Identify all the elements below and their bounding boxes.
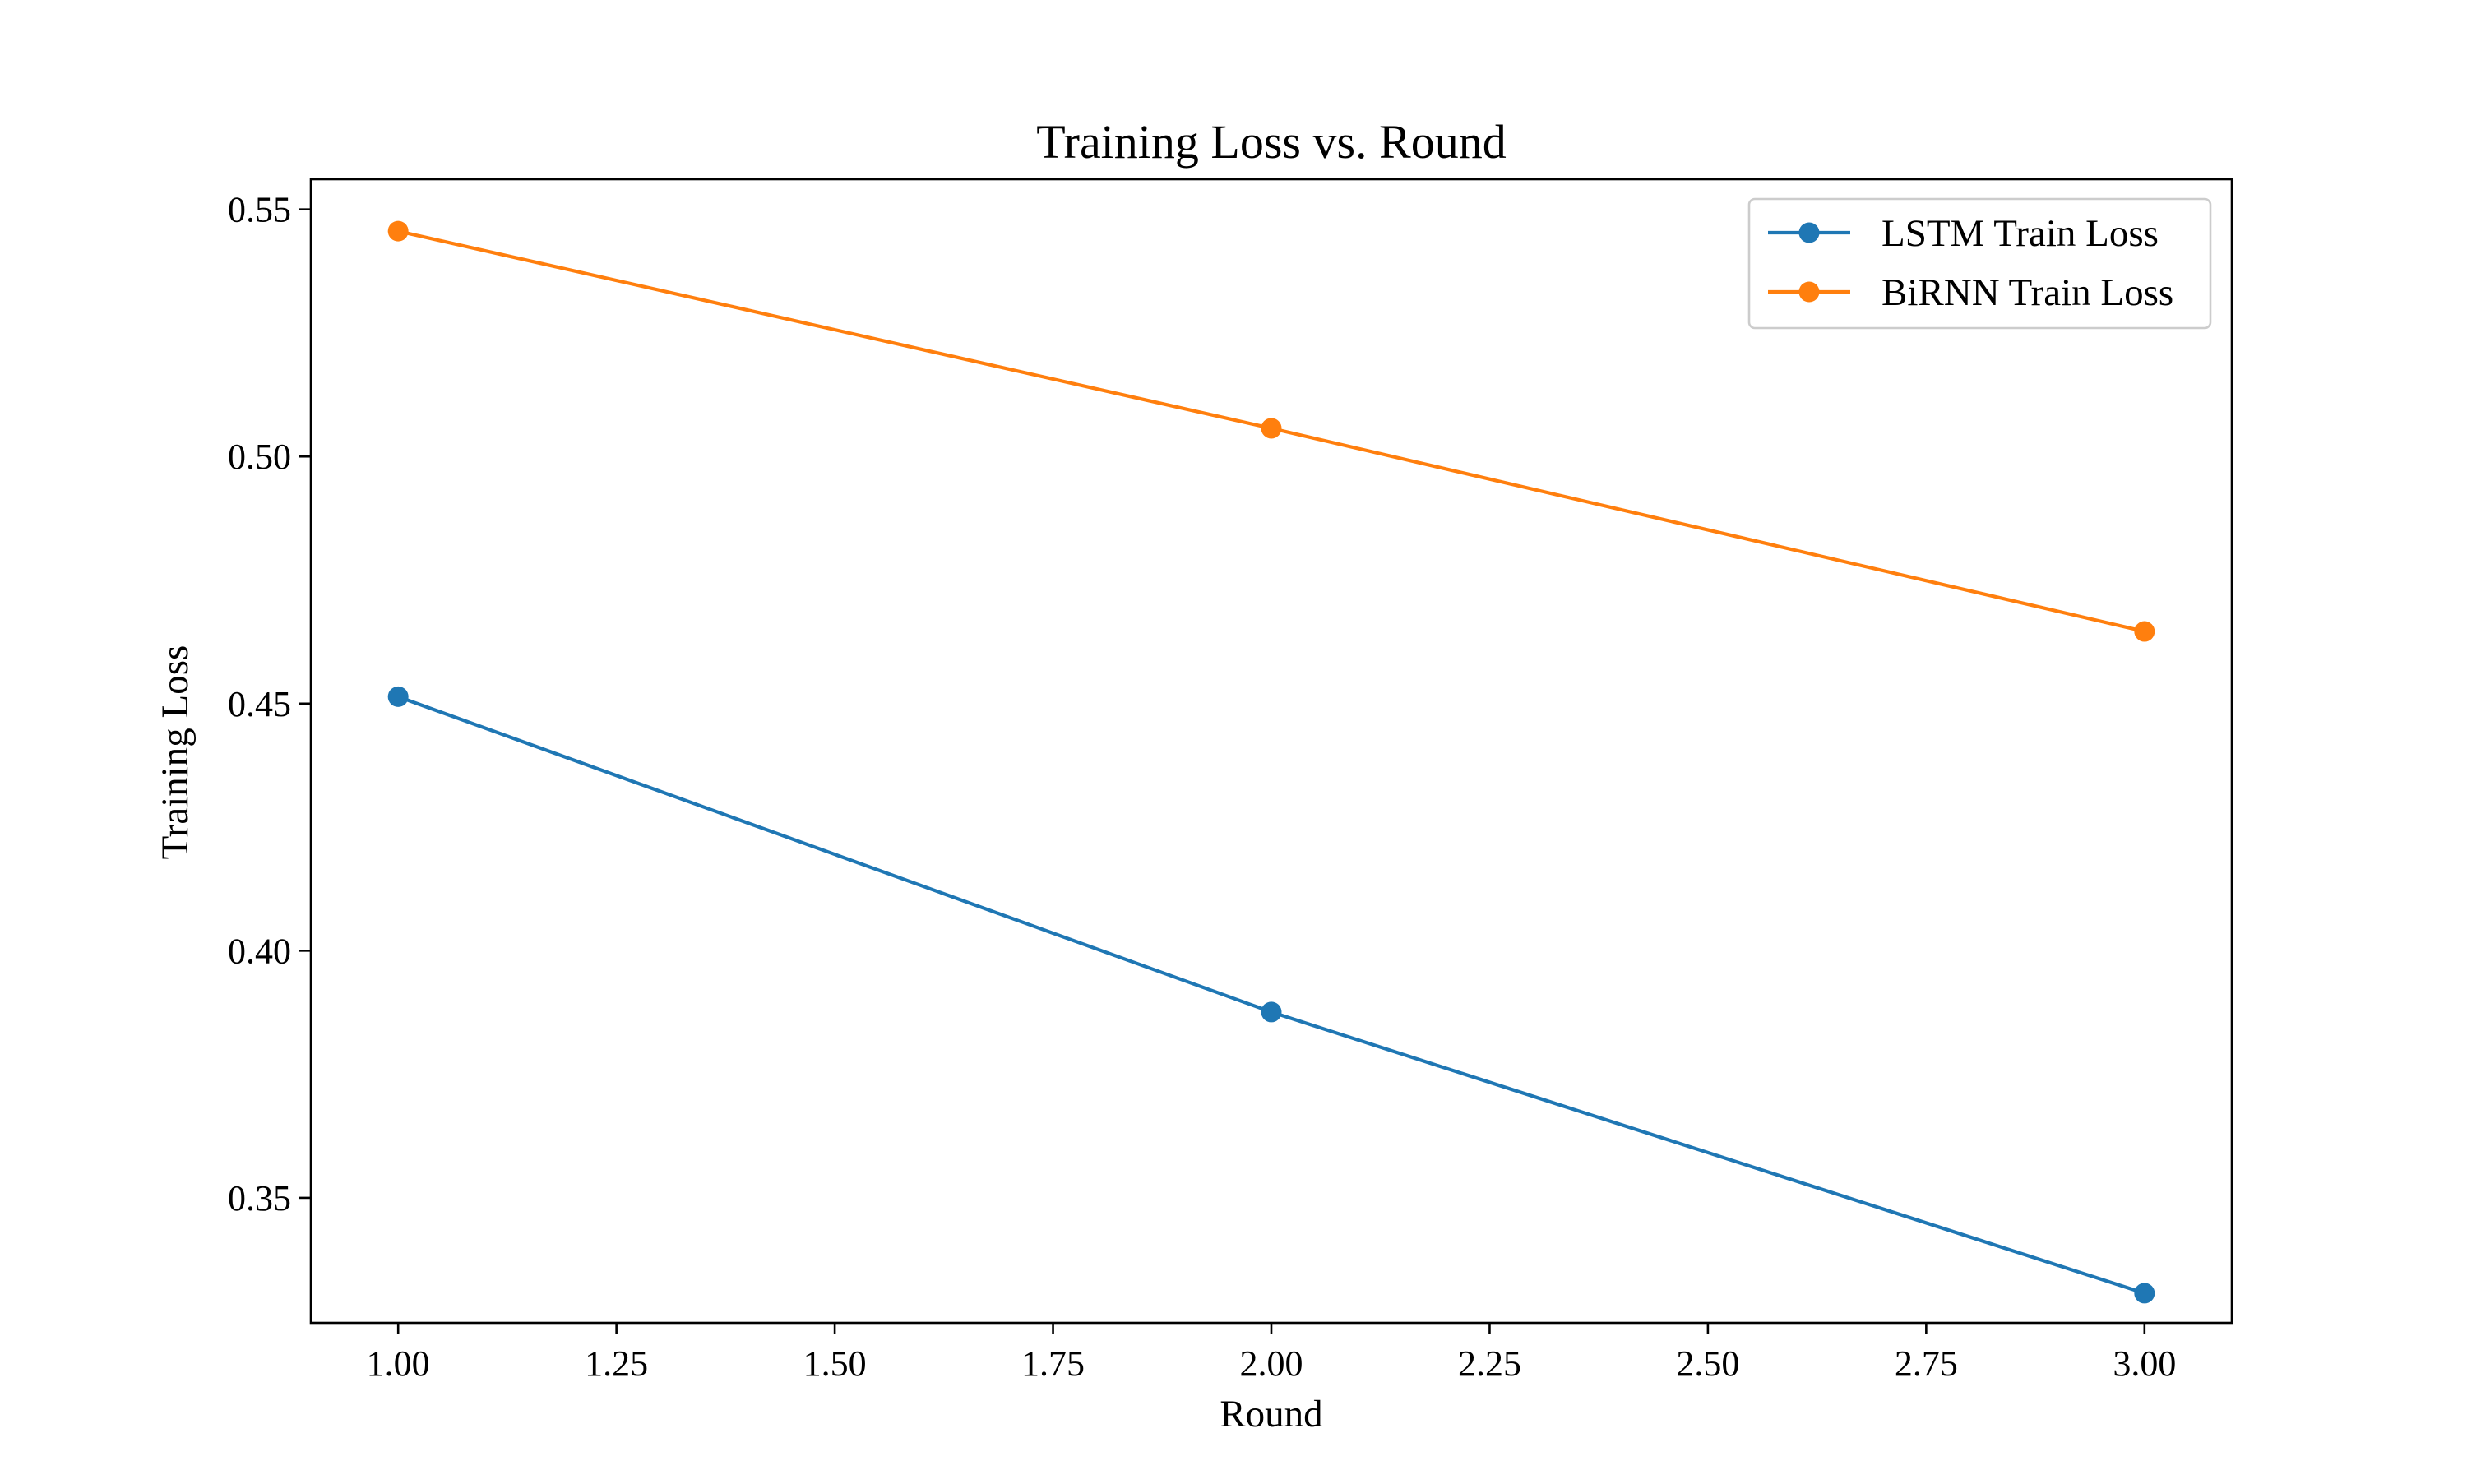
x-tick-label: 1.75 (1021, 1343, 1085, 1384)
series-0 (387, 686, 2155, 1304)
x-tick-label: 3.00 (2113, 1343, 2176, 1384)
legend-entries: LSTM Train Loss BiRNN Train Loss (1768, 212, 2173, 314)
data-point (1261, 1001, 1282, 1023)
plot-area-frame (309, 178, 2233, 1325)
data-point (1261, 418, 1282, 439)
legend-label: BiRNN Train Loss (1881, 271, 2173, 314)
legend-box (1747, 197, 2212, 330)
series-layer (387, 220, 2155, 1304)
y-axis-ticks: 0.35 0.40 0.45 0.50 0.55 (228, 190, 311, 1218)
x-tick-label: 2.75 (1895, 1343, 1958, 1384)
x-axis-ticks: 1.00 1.25 1.50 1.75 2.00 2.25 2.50 2.75 3.00 (367, 1323, 2176, 1384)
legend-swatch-marker (1798, 222, 1820, 243)
x-tick-label: 2.50 (1676, 1343, 1739, 1384)
data-point (387, 686, 409, 707)
chart-title: Training Loss vs. Round (1036, 115, 1507, 169)
data-point (2134, 1283, 2155, 1304)
y-tick-label: 0.35 (228, 1178, 291, 1218)
legend-label: LSTM Train Loss (1881, 212, 2159, 255)
x-tick-label: 1.00 (367, 1343, 430, 1384)
y-tick-label: 0.50 (228, 437, 291, 477)
y-tick-label: 0.45 (228, 684, 291, 724)
data-point (387, 220, 409, 242)
data-point (2134, 621, 2155, 642)
x-tick-label: 1.50 (803, 1343, 867, 1384)
legend: LSTM Train Loss BiRNN Train Loss (1747, 197, 2212, 330)
x-axis-label: Round (1220, 1393, 1322, 1435)
x-tick-label: 2.25 (1458, 1343, 1521, 1384)
y-tick-label: 0.40 (228, 931, 291, 971)
y-axis-label: Training Loss (154, 645, 197, 860)
x-tick-label: 2.00 (1240, 1343, 1303, 1384)
y-tick-label: 0.55 (228, 190, 291, 230)
series-1 (387, 220, 2155, 642)
x-tick-label: 1.25 (585, 1343, 648, 1384)
legend-swatch-marker (1798, 281, 1820, 303)
